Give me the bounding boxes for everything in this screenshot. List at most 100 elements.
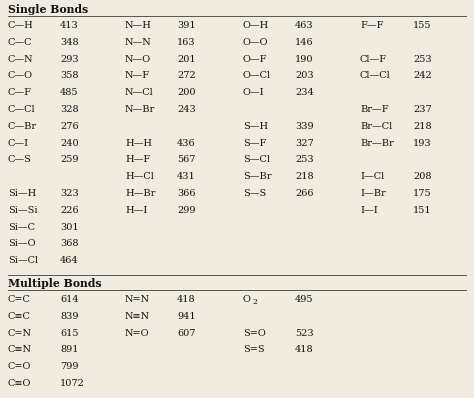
Text: 243: 243 <box>177 105 196 114</box>
Text: H—F: H—F <box>125 155 150 164</box>
Text: C—S: C—S <box>8 155 32 164</box>
Text: 607: 607 <box>177 329 195 338</box>
Text: O—H: O—H <box>243 21 269 30</box>
Text: 208: 208 <box>413 172 431 181</box>
Text: N—N: N—N <box>125 38 152 47</box>
Text: F—F: F—F <box>360 21 383 30</box>
Text: Br—Br: Br—Br <box>360 139 394 148</box>
Text: 175: 175 <box>413 189 432 198</box>
Text: Si—H: Si—H <box>8 189 36 198</box>
Text: C≡N: C≡N <box>8 345 32 354</box>
Text: 146: 146 <box>295 38 314 47</box>
Text: H—I: H—I <box>125 206 147 215</box>
Text: O: O <box>243 295 251 304</box>
Text: C≡C: C≡C <box>8 312 31 321</box>
Text: S—H: S—H <box>243 122 268 131</box>
Text: 418: 418 <box>177 295 196 304</box>
Text: 614: 614 <box>60 295 79 304</box>
Text: S—Cl: S—Cl <box>243 155 270 164</box>
Text: N—F: N—F <box>125 71 150 80</box>
Text: 418: 418 <box>295 345 314 354</box>
Text: C—O: C—O <box>8 71 33 80</box>
Text: I—Cl: I—Cl <box>360 172 384 181</box>
Text: 237: 237 <box>413 105 432 114</box>
Text: Si—C: Si—C <box>8 222 35 232</box>
Text: C—H: C—H <box>8 21 34 30</box>
Text: O—F: O—F <box>243 55 267 64</box>
Text: C=N: C=N <box>8 329 32 338</box>
Text: 201: 201 <box>177 55 196 64</box>
Text: 2: 2 <box>253 298 257 306</box>
Text: 615: 615 <box>60 329 79 338</box>
Text: C—C: C—C <box>8 38 33 47</box>
Text: 301: 301 <box>60 222 79 232</box>
Text: O—O: O—O <box>243 38 268 47</box>
Text: 328: 328 <box>60 105 79 114</box>
Text: C—F: C—F <box>8 88 32 97</box>
Text: 218: 218 <box>413 122 432 131</box>
Text: S=S: S=S <box>243 345 264 354</box>
Text: H—Br: H—Br <box>125 189 155 198</box>
Text: 327: 327 <box>295 139 314 148</box>
Text: 495: 495 <box>295 295 313 304</box>
Text: C=O: C=O <box>8 362 31 371</box>
Text: 203: 203 <box>295 71 314 80</box>
Text: S—F: S—F <box>243 139 266 148</box>
Text: Cl—Cl: Cl—Cl <box>360 71 391 80</box>
Text: 155: 155 <box>413 21 431 30</box>
Text: Single Bonds: Single Bonds <box>8 4 88 15</box>
Text: 193: 193 <box>413 139 432 148</box>
Text: C—Cl: C—Cl <box>8 105 36 114</box>
Text: 299: 299 <box>177 206 195 215</box>
Text: 242: 242 <box>413 71 432 80</box>
Text: N=N: N=N <box>125 295 150 304</box>
Text: 151: 151 <box>413 206 432 215</box>
Text: I—I: I—I <box>360 206 378 215</box>
Text: Multiple Bonds: Multiple Bonds <box>8 278 101 289</box>
Text: 323: 323 <box>60 189 79 198</box>
Text: 226: 226 <box>60 206 79 215</box>
Text: 339: 339 <box>295 122 314 131</box>
Text: N=O: N=O <box>125 329 149 338</box>
Text: 464: 464 <box>60 256 79 265</box>
Text: N≡N: N≡N <box>125 312 150 321</box>
Text: 391: 391 <box>177 21 196 30</box>
Text: 276: 276 <box>60 122 79 131</box>
Text: Si—O: Si—O <box>8 240 36 248</box>
Text: 253: 253 <box>413 55 432 64</box>
Text: 463: 463 <box>295 21 314 30</box>
Text: N—Br: N—Br <box>125 105 155 114</box>
Text: 567: 567 <box>177 155 195 164</box>
Text: H—H: H—H <box>125 139 152 148</box>
Text: N—O: N—O <box>125 55 151 64</box>
Text: C=C: C=C <box>8 295 31 304</box>
Text: 358: 358 <box>60 71 79 80</box>
Text: 368: 368 <box>60 240 79 248</box>
Text: C—Br: C—Br <box>8 122 37 131</box>
Text: S—Br: S—Br <box>243 172 272 181</box>
Text: C≡O: C≡O <box>8 379 31 388</box>
Text: Cl—F: Cl—F <box>360 55 387 64</box>
Text: 431: 431 <box>177 172 196 181</box>
Text: 523: 523 <box>295 329 314 338</box>
Text: 1072: 1072 <box>60 379 85 388</box>
Text: 941: 941 <box>177 312 196 321</box>
Text: 163: 163 <box>177 38 196 47</box>
Text: 799: 799 <box>60 362 79 371</box>
Text: 348: 348 <box>60 38 79 47</box>
Text: N—Cl: N—Cl <box>125 88 154 97</box>
Text: 891: 891 <box>60 345 79 354</box>
Text: 240: 240 <box>60 139 79 148</box>
Text: 253: 253 <box>295 155 314 164</box>
Text: 234: 234 <box>295 88 314 97</box>
Text: 293: 293 <box>60 55 79 64</box>
Text: 272: 272 <box>177 71 196 80</box>
Text: C—I: C—I <box>8 139 29 148</box>
Text: C—N: C—N <box>8 55 34 64</box>
Text: H—Cl: H—Cl <box>125 172 154 181</box>
Text: S—S: S—S <box>243 189 266 198</box>
Text: 190: 190 <box>295 55 313 64</box>
Text: 259: 259 <box>60 155 79 164</box>
Text: 413: 413 <box>60 21 79 30</box>
Text: Br—Cl: Br—Cl <box>360 122 392 131</box>
